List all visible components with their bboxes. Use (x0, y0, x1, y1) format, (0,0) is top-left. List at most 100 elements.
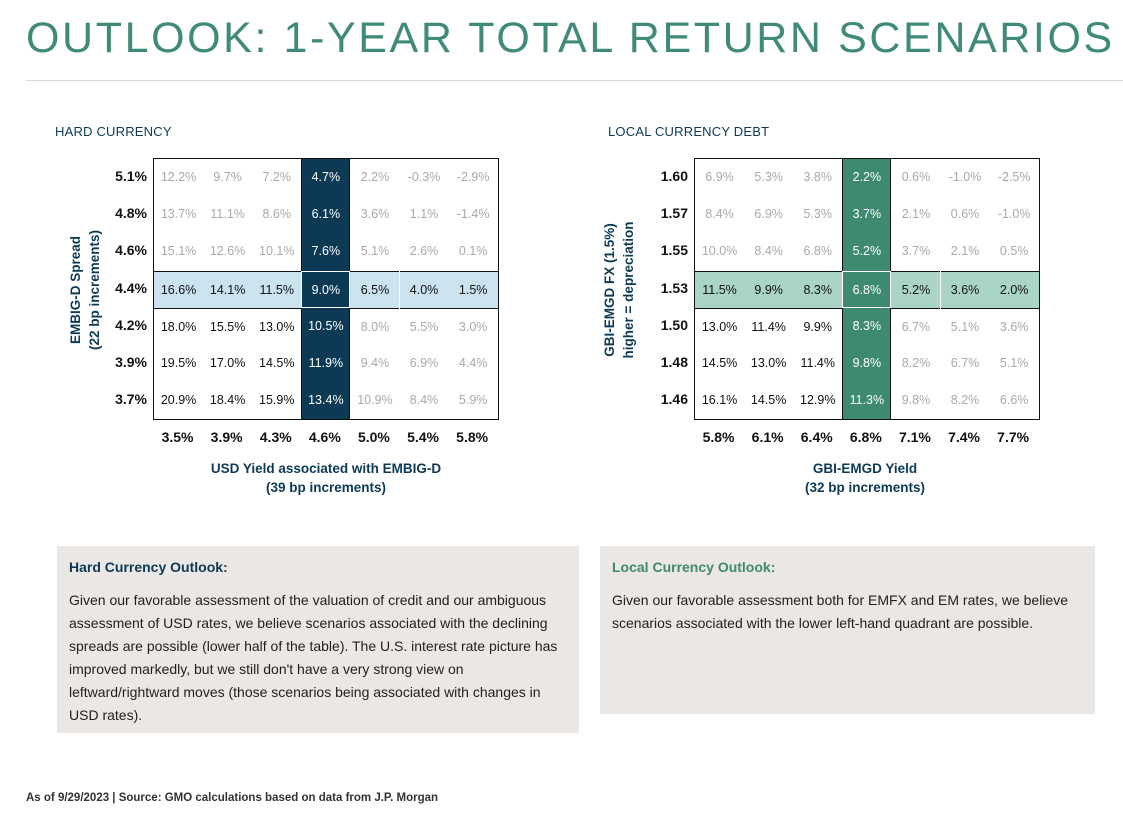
local-col-label: 6.4% (800, 429, 833, 445)
hard-cell: 13.0% (252, 307, 302, 345)
source-footnote: As of 9/29/2023 | Source: GMO calculatio… (26, 792, 439, 804)
local-cell: 8.4% (754, 244, 783, 259)
hard-cell: 9.7% (213, 170, 242, 184)
page-title: OUTLOOK: 1-YEAR TOTAL RETURN SCENARIOS (26, 14, 1115, 62)
local-currency-grid: 6.9% 5.3% 3.8% 2.2% 0.6% -1.0% -2.5% 8.4% 6.9% 5.… (694, 158, 1040, 420)
hard-currency-x-axis-title: USD Yield associated with EMBIG-D (39 bp… (176, 459, 476, 497)
local-cell: 2.2% (842, 159, 892, 197)
local-cell: 8.2% (950, 393, 980, 408)
local-row-label: 1.46 (660, 391, 688, 408)
hard-row-label: 5.1% (115, 168, 147, 184)
local-row-label: 1.55 (660, 242, 688, 259)
hard-cell: 1.1% (409, 207, 439, 222)
local-cell: 6.7% (891, 307, 941, 345)
hard-col-label: 4.3% (259, 429, 292, 445)
hard-cell: 14.1% (203, 270, 253, 308)
hard-col-label: 4.6% (308, 429, 341, 445)
hard-cell: 10.9% (357, 393, 393, 408)
hard-cell: 17.0% (209, 356, 246, 370)
local-cell: 2.1% (950, 244, 980, 259)
local-cell: 0.6% (950, 207, 980, 222)
hard-currency-outlook-box: Hard Currency Outlook: Given our favorab… (57, 546, 579, 733)
local-cell: 14.5% (750, 393, 787, 408)
hard-cell: 11.5% (252, 270, 302, 308)
local-row-label: 1.60 (660, 168, 688, 184)
hard-cell: 6.5% (350, 270, 400, 308)
hard-cell: 0.1% (458, 244, 488, 259)
hard-cell: 11.1% (210, 207, 245, 222)
hard-cell: 9.0% (301, 270, 351, 308)
local-row-label: 1.57 (660, 205, 688, 222)
local-cell: 5.1% (999, 356, 1029, 370)
hard-x-axis-title-line2: (39 bp increments) (265, 480, 387, 495)
local-y-axis-title-line2: higher = depreciation (621, 221, 636, 359)
hard-cell: 10.5% (301, 307, 351, 345)
hard-cell: 5.1% (360, 244, 390, 259)
local-cell: 12.9% (800, 393, 836, 408)
local-y-axis-title-line1: GBI-EMGD FX (1.5%) (602, 223, 617, 357)
local-cell: 5.3% (803, 207, 832, 222)
local-cell: 0.5% (999, 244, 1029, 259)
hard-col-label: 5.8% (456, 429, 489, 445)
hard-y-axis-title-line2: (22 bp increments) (87, 229, 102, 351)
local-cell: 5.2% (842, 233, 892, 271)
local-cell: 3.7% (901, 244, 931, 259)
hard-cell: 18.4% (209, 393, 246, 408)
local-cell: 16.1% (701, 393, 738, 408)
hard-cell: 1.5% (448, 270, 498, 308)
local-cell: 3.8% (803, 170, 832, 184)
hard-currency-grid: 12.2% 9.7% 7.2% 4.7% 2.2% -0.3% -2.9% 13.7% 11.1… (153, 158, 499, 420)
hard-row-label: 4.4% (115, 279, 147, 296)
hard-cell: 8.4% (409, 393, 439, 408)
hard-cell: 4.4% (458, 356, 488, 370)
hard-cell: 13.7% (160, 207, 197, 222)
local-cell: 9.9% (793, 307, 843, 345)
local-currency-outlook-box: Local Currency Outlook: Given our favora… (600, 546, 1095, 714)
hard-cell: 3.0% (448, 307, 498, 345)
local-cell: 6.8% (842, 270, 892, 308)
local-cell: 11.4% (744, 307, 794, 345)
local-cell: 13.0% (750, 356, 787, 370)
local-x-axis-title-line1: GBI-EMGD Yield (812, 461, 918, 476)
local-cell: 14.5% (701, 356, 738, 370)
hard-cell: 5.9% (458, 393, 488, 408)
hard-col-label: 3.5% (161, 429, 194, 445)
local-col-label: 7.7% (997, 429, 1030, 445)
hard-cell: 10.1% (259, 244, 295, 259)
hard-cell: 11.9% (301, 345, 351, 383)
hard-cell: -2.9% (456, 170, 490, 184)
hard-cell: 4.0% (399, 270, 449, 308)
hard-row-label: 3.7% (115, 391, 147, 408)
local-currency-x-axis-title: GBI-EMGD Yield (32 bp increments) (715, 459, 1015, 497)
local-cell: 6.6% (999, 393, 1029, 408)
local-col-label: 7.4% (948, 429, 980, 445)
local-cell: 8.3% (793, 270, 843, 308)
hard-cell: -1.4% (456, 207, 490, 222)
hard-row-label: 4.6% (115, 242, 147, 259)
hard-cell: 15.9% (259, 393, 295, 408)
hard-cell: 5.5% (399, 307, 449, 345)
local-cell: 2.1% (901, 207, 931, 222)
hard-cell: 14.5% (259, 356, 295, 370)
hard-cell: 8.6% (262, 207, 291, 222)
hard-currency-title: HARD CURRENCY (55, 124, 172, 139)
hard-cell: 15.5% (203, 307, 253, 345)
local-col-label: 7.1% (898, 429, 931, 445)
hard-cell: 12.6% (209, 244, 246, 259)
local-col-label: 6.8% (849, 429, 882, 445)
local-cell: 8.3% (842, 307, 892, 345)
title-divider (26, 80, 1123, 81)
local-cell: 5.2% (891, 270, 941, 308)
hard-cell: 19.5% (160, 356, 197, 370)
hard-cell: 13.4% (301, 382, 351, 420)
hard-cell: -0.3% (407, 170, 441, 184)
local-cell: 3.7% (842, 196, 892, 234)
local-row-label: 1.53 (660, 279, 688, 296)
hard-col-label: 5.4% (407, 429, 439, 445)
hard-cell: 18.0% (154, 307, 204, 345)
local-col-label: 5.8% (702, 429, 735, 445)
local-x-axis-title-line2: (32 bp increments) (804, 480, 926, 495)
local-cell: -2.5% (997, 170, 1031, 184)
hard-row-label: 4.8% (115, 205, 147, 222)
hard-cell: 2.2% (360, 170, 390, 184)
